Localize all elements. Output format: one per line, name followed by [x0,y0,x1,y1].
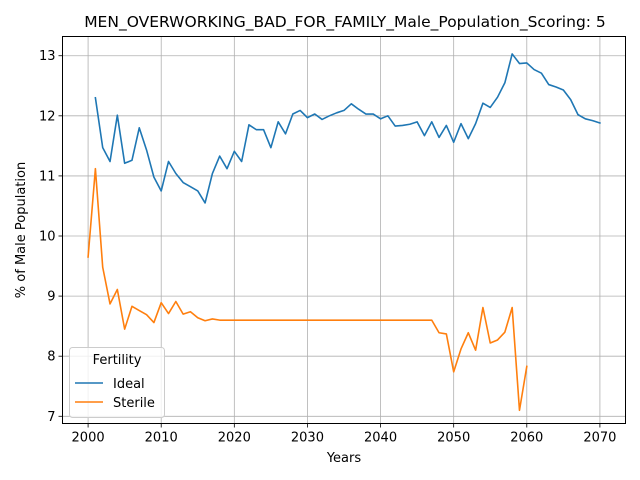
series-line-ideal [94,53,601,204]
series-line-sterile [87,167,528,412]
y-axis-label: % of Male Population [14,162,29,298]
y-tick-label: 13 [39,49,56,64]
chart-title: MEN_OVERWORKING_BAD_FOR_FAMILY_Male_Popu… [84,13,606,32]
plot-frame [62,36,626,424]
legend-label-ideal: Ideal [113,377,145,392]
x-axis-label: Years [326,451,362,466]
y-tick-label: 7 [47,410,55,425]
x-tick-label: 2050 [437,431,470,446]
y-tick-label: 12 [39,109,56,124]
series-lines [87,53,601,412]
y-tick-label: 10 [39,230,56,245]
y-tick-label: 9 [47,290,55,305]
legend: Fertility Ideal Sterile [69,347,165,418]
x-tick-label: 2070 [583,431,616,446]
x-tick-label: 2040 [364,431,397,446]
axis-ticks: 2000 2010 2020 2030 2040 2050 2060 2070 7 8 9 10 11 1… [39,49,617,445]
x-tick-label: 2020 [218,431,251,446]
legend-title: Fertility [93,353,142,368]
x-tick-label: 2000 [72,431,105,446]
x-tick-label: 2030 [291,431,324,446]
legend-label-sterile: Sterile [113,396,155,411]
y-tick-label: 8 [47,350,55,365]
x-tick-label: 2010 [145,431,178,446]
legend-box [69,347,165,418]
x-tick-label: 2060 [510,431,543,446]
y-tick-label: 11 [39,169,56,184]
